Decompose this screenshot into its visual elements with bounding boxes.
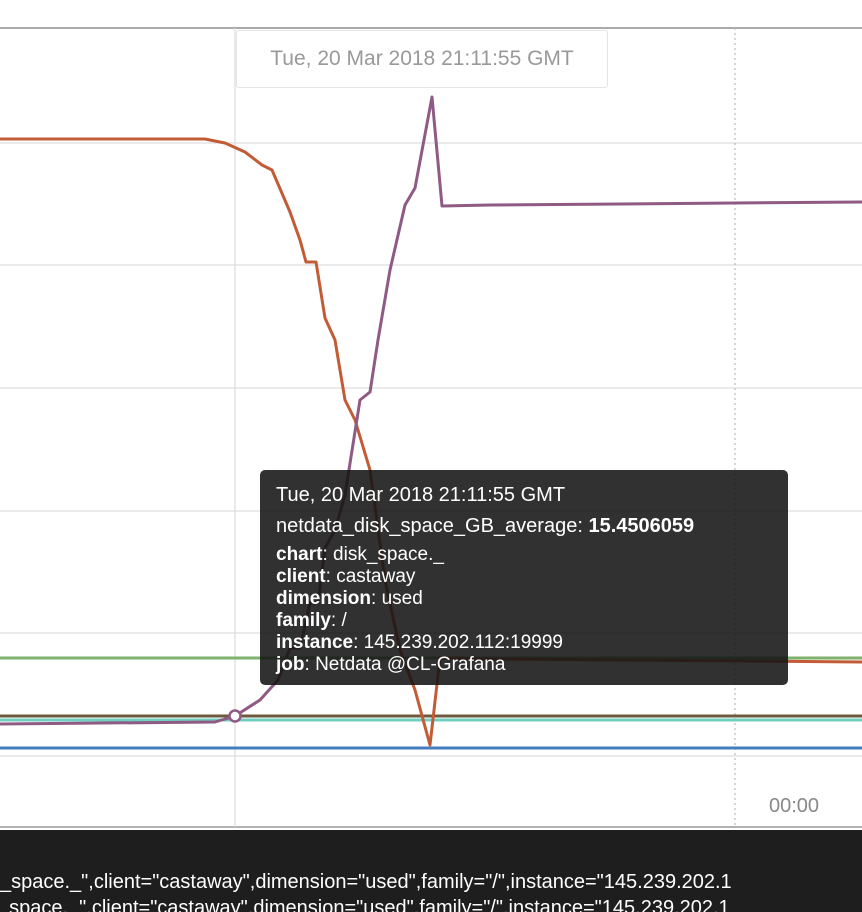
grid [0,27,862,828]
tooltip-time: Tue, 20 Mar 2018 21:11:55 GMT [276,484,566,506]
label-value: disk_space._ [333,544,444,565]
tooltip-label-1: client: castaway [276,566,416,587]
tooltip-series-value: 15.4506059 [588,515,695,537]
legend: _space._",client="castaway",dimension="u… [0,830,862,912]
label-key: client [276,566,326,587]
series-line-red [0,137,862,747]
legend-item[interactable]: _space._",client="castaway",dimension="u… [0,871,732,893]
label-value: used [381,588,423,609]
crosshair-time-label: Tue, 20 Mar 2018 21:11:55 GMT [236,30,608,88]
graph-panel[interactable] [0,0,862,830]
x-axis-tick: 00:00 [769,795,820,817]
label-key: family [276,610,331,631]
tooltip-label-5: job: Netdata @CL-Grafana [276,654,506,675]
tooltip-label-0: chart: disk_space._ [276,544,444,565]
tooltip-label-3: family: / [276,610,347,631]
label-key: instance [276,632,354,653]
label-value: / [341,610,347,631]
label-value: 145.239.202.112:19999 [363,632,563,653]
label-value: Netdata @CL-Grafana [315,654,506,675]
tooltip-series-name: netdata_disk_space_GB_average [276,515,578,537]
label-key: chart [276,544,323,565]
tooltip-label-2: dimension: used [276,588,423,609]
tooltip-labels: chart: disk_space._ client: castaway dimen… [276,544,772,676]
graph-tooltip: Tue, 20 Mar 2018 21:11:55 GMT netdata_di… [260,470,788,685]
label-key: dimension [276,588,372,609]
label-value: castaway [336,566,416,587]
label-key: job [276,654,305,675]
legend-item[interactable]: _space._",client="castaway",dimension="u… [0,897,730,912]
hover-point-marker [228,709,242,723]
tooltip-label-4: instance: 145.239.202.112:19999 [276,632,563,653]
tooltip-series: netdata_disk_space_GB_average: 15.450605… [276,515,695,537]
